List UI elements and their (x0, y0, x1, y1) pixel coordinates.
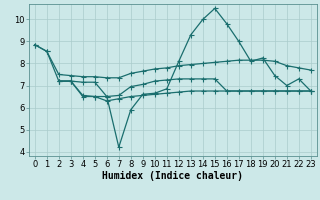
X-axis label: Humidex (Indice chaleur): Humidex (Indice chaleur) (102, 171, 243, 181)
